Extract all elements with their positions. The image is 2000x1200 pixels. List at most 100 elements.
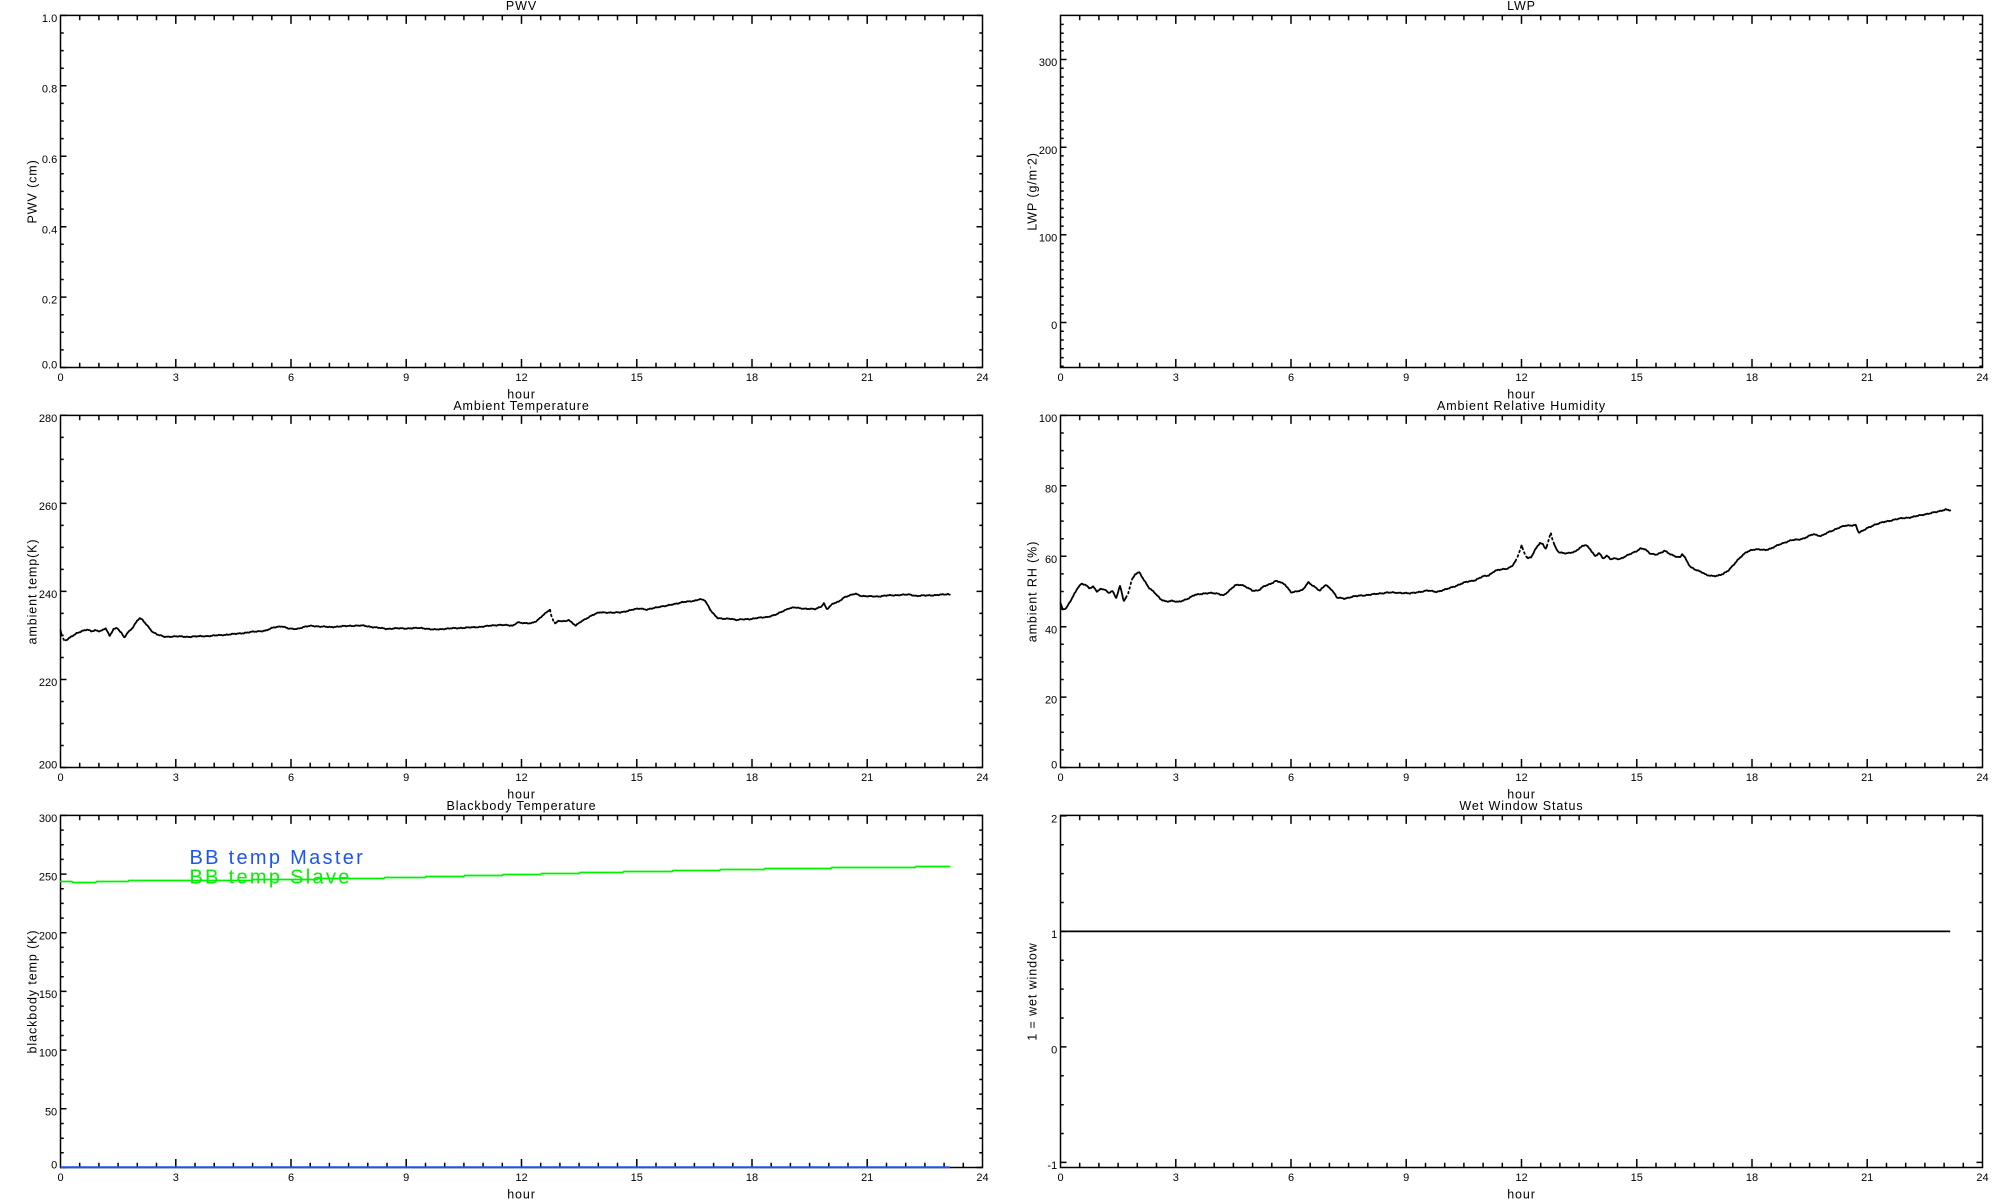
svg-text:hour: hour xyxy=(1507,788,1536,802)
svg-text:Ambient Temperature: Ambient Temperature xyxy=(453,399,589,413)
svg-text:18: 18 xyxy=(1746,1172,1758,1184)
svg-text:18: 18 xyxy=(746,1172,758,1184)
svg-text:hour: hour xyxy=(507,388,536,402)
svg-text:9: 9 xyxy=(403,1172,409,1184)
svg-text:12: 12 xyxy=(1515,372,1527,384)
svg-text:6: 6 xyxy=(288,1172,294,1184)
svg-text:1 = wet window: 1 = wet window xyxy=(1026,942,1040,1040)
svg-text:3: 3 xyxy=(1173,372,1179,384)
svg-text:0.8: 0.8 xyxy=(42,83,57,95)
svg-text:0: 0 xyxy=(57,1172,63,1184)
svg-text:6: 6 xyxy=(288,772,294,784)
svg-text:21: 21 xyxy=(1861,772,1873,784)
svg-text:0.2: 0.2 xyxy=(42,295,57,307)
svg-text:hour: hour xyxy=(1507,1188,1536,1200)
svg-text:LWP (g/m-2): LWP (g/m-2) xyxy=(1025,152,1040,230)
svg-text:0: 0 xyxy=(1051,1045,1057,1057)
svg-text:220: 220 xyxy=(39,677,57,689)
svg-text:hour: hour xyxy=(507,788,536,802)
svg-text:50: 50 xyxy=(45,1106,57,1118)
svg-text:9: 9 xyxy=(403,772,409,784)
svg-text:40: 40 xyxy=(1045,624,1057,636)
svg-text:300: 300 xyxy=(39,813,57,825)
svg-text:15: 15 xyxy=(1631,772,1643,784)
svg-text:3: 3 xyxy=(173,372,179,384)
svg-text:1: 1 xyxy=(1051,929,1057,941)
svg-text:0: 0 xyxy=(51,1159,57,1171)
svg-text:21: 21 xyxy=(861,1172,873,1184)
svg-text:0: 0 xyxy=(1051,320,1057,332)
svg-text:0: 0 xyxy=(57,372,63,384)
svg-text:150: 150 xyxy=(39,989,57,1001)
svg-text:PWV: PWV xyxy=(506,0,537,13)
svg-text:24: 24 xyxy=(1976,772,1988,784)
svg-text:0: 0 xyxy=(57,772,63,784)
svg-text:12: 12 xyxy=(515,772,527,784)
svg-text:100: 100 xyxy=(39,1048,57,1060)
svg-text:3: 3 xyxy=(173,772,179,784)
svg-text:24: 24 xyxy=(1976,372,1988,384)
svg-text:24: 24 xyxy=(976,772,988,784)
svg-text:9: 9 xyxy=(1403,372,1409,384)
svg-text:240: 240 xyxy=(39,589,57,601)
svg-text:BB temp Slave: BB temp Slave xyxy=(190,866,352,888)
svg-text:60: 60 xyxy=(1045,554,1057,566)
svg-text:200: 200 xyxy=(39,759,57,771)
svg-text:PWV (cm): PWV (cm) xyxy=(26,159,40,223)
svg-text:Ambient Relative Humidity: Ambient Relative Humidity xyxy=(1437,399,1606,413)
svg-text:-1: -1 xyxy=(1047,1160,1057,1172)
svg-text:ambient temp(K): ambient temp(K) xyxy=(26,539,40,645)
svg-text:260: 260 xyxy=(39,501,57,513)
svg-text:12: 12 xyxy=(515,1172,527,1184)
svg-text:0: 0 xyxy=(1051,759,1057,771)
svg-text:15: 15 xyxy=(631,372,643,384)
svg-text:1.0: 1.0 xyxy=(42,13,57,25)
svg-text:15: 15 xyxy=(631,772,643,784)
svg-text:ambient RH (%): ambient RH (%) xyxy=(1026,541,1040,643)
svg-text:3: 3 xyxy=(1173,1172,1179,1184)
svg-text:6: 6 xyxy=(1288,772,1294,784)
svg-text:0: 0 xyxy=(1057,1172,1063,1184)
svg-text:0.4: 0.4 xyxy=(42,224,57,236)
svg-text:9: 9 xyxy=(1403,772,1409,784)
svg-text:15: 15 xyxy=(1631,1172,1643,1184)
svg-text:LWP: LWP xyxy=(1507,0,1536,13)
svg-text:BB temp Master: BB temp Master xyxy=(190,847,366,869)
svg-text:80: 80 xyxy=(1045,483,1057,495)
svg-text:6: 6 xyxy=(1288,1172,1294,1184)
svg-text:6: 6 xyxy=(1288,372,1294,384)
svg-text:2: 2 xyxy=(1051,814,1057,826)
svg-text:0.0: 0.0 xyxy=(42,359,57,371)
svg-text:18: 18 xyxy=(1746,372,1758,384)
svg-text:21: 21 xyxy=(1861,372,1873,384)
svg-text:12: 12 xyxy=(1515,1172,1527,1184)
svg-text:100: 100 xyxy=(1039,232,1057,244)
svg-text:18: 18 xyxy=(746,372,758,384)
svg-text:9: 9 xyxy=(1403,1172,1409,1184)
svg-text:3: 3 xyxy=(1173,772,1179,784)
svg-text:24: 24 xyxy=(976,372,988,384)
svg-text:12: 12 xyxy=(1515,772,1527,784)
svg-text:24: 24 xyxy=(1976,1172,1988,1184)
svg-text:6: 6 xyxy=(288,372,294,384)
svg-text:300: 300 xyxy=(1039,57,1057,69)
svg-text:9: 9 xyxy=(403,372,409,384)
svg-text:280: 280 xyxy=(39,413,57,425)
svg-text:Blackbody Temperature: Blackbody Temperature xyxy=(447,799,597,813)
svg-text:18: 18 xyxy=(746,772,758,784)
svg-text:15: 15 xyxy=(631,1172,643,1184)
svg-text:hour: hour xyxy=(1507,388,1536,402)
svg-text:100: 100 xyxy=(1039,413,1057,425)
svg-text:15: 15 xyxy=(1631,372,1643,384)
svg-text:20: 20 xyxy=(1045,695,1057,707)
svg-text:200: 200 xyxy=(1039,145,1057,157)
svg-text:3: 3 xyxy=(173,1172,179,1184)
svg-text:200: 200 xyxy=(39,930,57,942)
svg-text:18: 18 xyxy=(1746,772,1758,784)
svg-text:250: 250 xyxy=(39,872,57,884)
svg-text:Wet Window Status: Wet Window Status xyxy=(1459,799,1583,813)
svg-text:0: 0 xyxy=(1057,772,1063,784)
svg-text:24: 24 xyxy=(976,1172,988,1184)
svg-text:blackbody temp (K): blackbody temp (K) xyxy=(26,930,40,1054)
svg-text:0: 0 xyxy=(1057,372,1063,384)
